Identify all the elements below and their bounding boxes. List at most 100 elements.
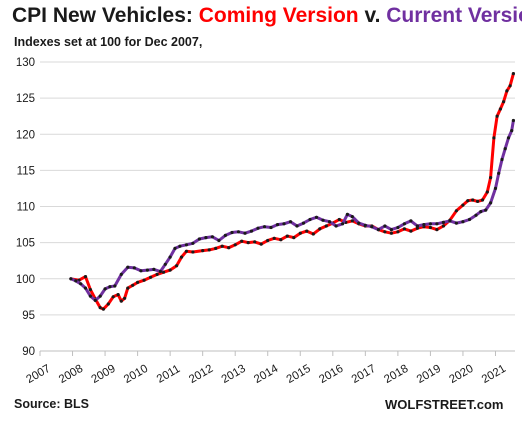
data-point: [435, 222, 439, 226]
data-point: [210, 235, 214, 239]
data-point: [370, 225, 374, 229]
data-point: [498, 107, 502, 111]
gridlines: [40, 61, 515, 352]
data-point: [484, 208, 488, 212]
data-point: [179, 255, 184, 259]
data-point: [262, 225, 267, 229]
data-point: [508, 84, 512, 88]
data-point: [428, 225, 432, 230]
data-point: [511, 72, 515, 76]
data-point: [275, 223, 280, 227]
data-point: [126, 265, 130, 269]
data-point: [106, 302, 110, 306]
data-point: [136, 280, 140, 284]
data-point: [461, 203, 465, 207]
chart-title: CPI New Vehicles: Coming Version v. Curr…: [12, 4, 522, 28]
data-point: [288, 220, 293, 224]
data-point: [116, 293, 120, 297]
x-tick-label: 2014: [252, 363, 281, 386]
source-label: Source: BLS: [14, 397, 90, 411]
data-point: [350, 219, 354, 223]
data-point: [282, 222, 286, 226]
data-point: [454, 221, 458, 225]
title-versus: v.: [358, 4, 387, 27]
data-point: [448, 219, 452, 223]
data-point: [489, 201, 493, 205]
data-point: [103, 287, 107, 291]
y-tick-label: 120: [16, 129, 35, 141]
data-point: [142, 278, 146, 282]
data-point: [474, 213, 478, 217]
data-point: [466, 199, 470, 203]
data-point: [256, 226, 260, 230]
data-point: [324, 224, 328, 228]
data-point: [503, 147, 507, 151]
data-point: [502, 100, 506, 104]
data-point: [305, 229, 309, 233]
data-point: [350, 215, 354, 219]
data-point: [79, 282, 83, 286]
x-tick-label: 2012: [187, 363, 215, 386]
data-point: [98, 294, 102, 298]
data-point: [292, 236, 296, 240]
data-point: [493, 186, 498, 190]
data-point: [83, 286, 88, 290]
x-tick-label: 2013: [220, 363, 248, 386]
data-point: [409, 229, 413, 233]
data-point: [345, 212, 349, 216]
data-point: [223, 233, 227, 237]
data-point: [191, 250, 195, 254]
x-tick-label: 2011: [155, 363, 182, 386]
data-point: [376, 228, 380, 232]
data-point: [396, 225, 400, 230]
data-point: [511, 118, 515, 123]
data-point: [163, 262, 167, 266]
data-point: [184, 249, 188, 253]
y-tick-label: 100: [16, 274, 35, 286]
data-point: [139, 269, 143, 273]
data-point: [197, 237, 201, 241]
data-point: [69, 277, 73, 281]
data-point: [428, 222, 432, 226]
data-point: [435, 228, 439, 232]
title-prefix: CPI New Vehicles:: [12, 4, 199, 27]
data-point: [396, 230, 400, 234]
data-point: [389, 231, 393, 235]
y-tick-label: 90: [22, 346, 35, 358]
data-point: [227, 246, 231, 250]
data-point: [295, 224, 299, 228]
data-point: [145, 268, 149, 272]
data-point: [389, 228, 393, 232]
data-point: [217, 238, 221, 243]
x-tick-label: 2019: [415, 363, 443, 386]
data-point: [246, 241, 250, 245]
data-point: [337, 217, 341, 222]
data-point: [249, 229, 254, 233]
data-point: [422, 223, 426, 227]
data-point: [111, 295, 115, 299]
data-point: [131, 283, 135, 287]
data-point: [220, 244, 224, 248]
data-point: [402, 227, 406, 231]
data-point: [83, 275, 88, 279]
data-point: [173, 246, 177, 250]
data-point: [402, 222, 406, 226]
data-point: [253, 240, 257, 244]
data-point: [510, 129, 514, 133]
data-point: [168, 255, 172, 259]
data-point: [409, 219, 413, 223]
y-tick-label: 105: [16, 238, 35, 250]
data-point: [266, 238, 270, 243]
data-point: [74, 279, 78, 283]
y-tick-label: 125: [16, 93, 35, 105]
y-tick-label: 130: [16, 57, 35, 69]
y-tick-label: 95: [22, 310, 35, 322]
data-point: [272, 236, 276, 240]
data-point: [93, 298, 97, 302]
data-point: [178, 244, 182, 248]
data-point: [301, 221, 306, 225]
data-point: [201, 249, 205, 253]
data-point: [415, 226, 419, 230]
